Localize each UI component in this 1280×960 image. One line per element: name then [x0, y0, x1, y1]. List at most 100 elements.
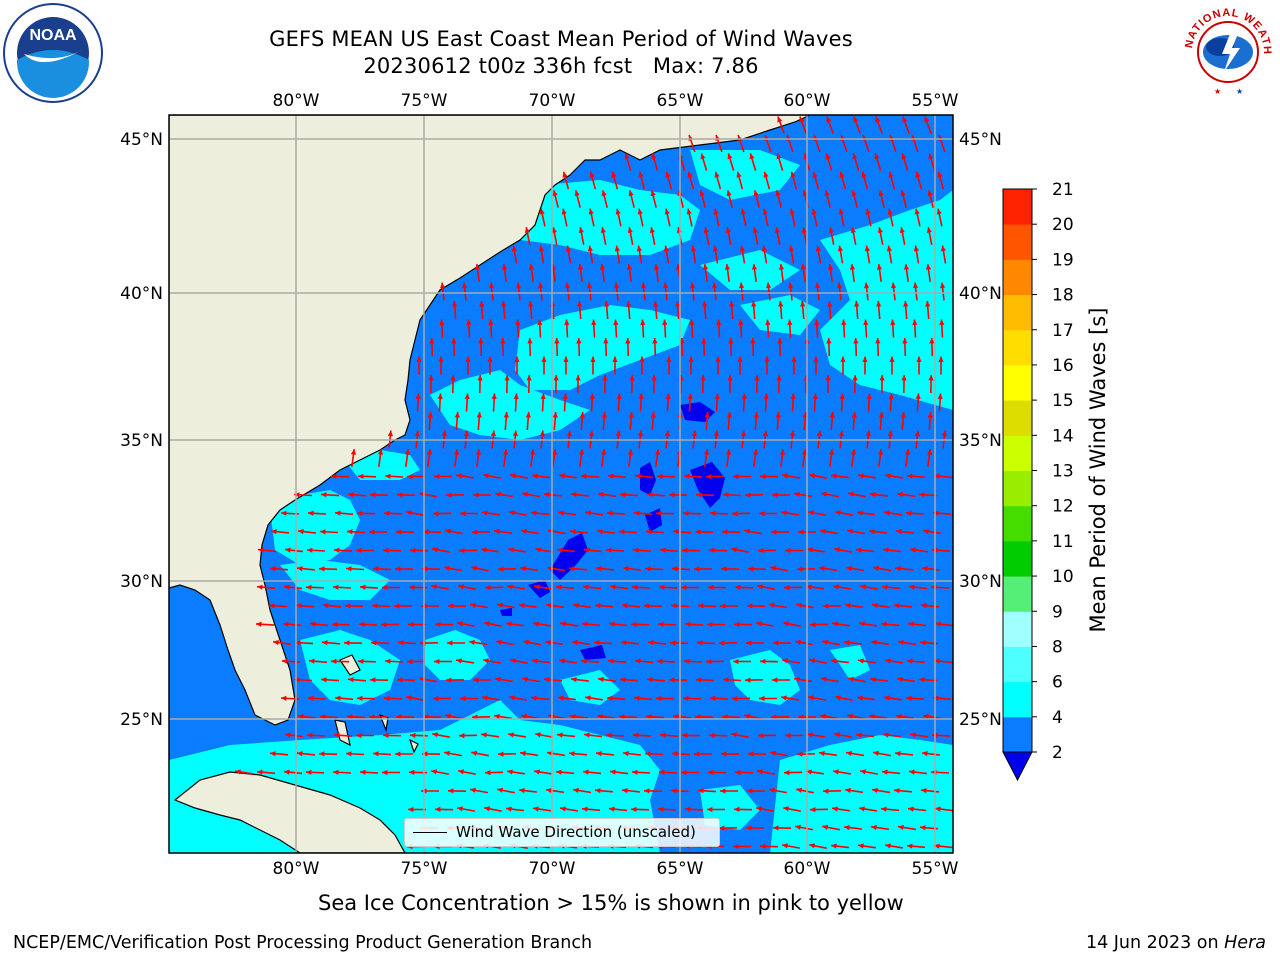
wave-direction-arrowhead — [684, 658, 690, 664]
wave-direction-arrowhead — [700, 153, 706, 160]
wave-direction-arrowhead — [631, 806, 637, 812]
wave-direction-arrowhead — [833, 584, 839, 590]
wave-direction-arrowhead — [871, 639, 877, 646]
lat-tick-right: 35°N — [959, 431, 1002, 451]
wave-direction-arrowhead — [604, 301, 610, 307]
wave-direction-arrowhead — [459, 548, 465, 554]
wave-direction-arrowhead — [859, 806, 865, 812]
wave-direction-arrowhead — [519, 603, 525, 609]
wave-direction-arrowhead — [686, 208, 692, 215]
wave-direction-arrowhead — [397, 492, 403, 498]
wave-direction-arrowhead — [870, 492, 876, 498]
wave-direction-arrowhead — [777, 116, 783, 123]
wave-direction-arrowhead — [383, 547, 389, 553]
wave-direction-arrowhead — [827, 264, 834, 270]
wave-direction-arrowhead — [647, 492, 653, 498]
wave-direction-arrowhead — [670, 640, 676, 646]
wave-direction-arrowhead — [791, 356, 797, 362]
wave-direction-arrowhead — [854, 301, 860, 307]
wave-direction-arrowhead — [615, 208, 621, 215]
wave-direction-arrowhead — [788, 282, 794, 289]
wave-direction-arrowhead — [740, 430, 746, 437]
wave-direction-arrowhead — [923, 713, 929, 720]
wave-direction-arrowhead — [895, 566, 901, 572]
wave-direction-arrowhead — [906, 695, 912, 701]
wave-direction-arrowhead — [620, 492, 626, 498]
wave-direction-arrowhead — [307, 732, 313, 738]
wave-direction-arrowhead — [724, 264, 731, 270]
wave-direction-arrowhead — [852, 153, 858, 160]
wave-direction-arrowhead — [458, 769, 464, 775]
wave-direction-arrowhead — [858, 473, 864, 479]
wave-direction-arrowhead — [577, 301, 583, 307]
wave-direction-arrowhead — [887, 208, 893, 215]
wave-direction-arrowhead — [778, 301, 784, 307]
wave-direction-arrowhead — [535, 732, 541, 738]
wave-direction-arrowhead — [889, 356, 895, 362]
wave-direction-arrowhead — [888, 393, 894, 399]
wave-direction-arrowhead — [761, 245, 767, 252]
lat-tick-right: 45°N — [959, 130, 1002, 150]
wave-direction-arrowhead — [528, 301, 534, 307]
wave-direction-arrowhead — [696, 677, 702, 683]
wave-direction-arrowhead — [853, 338, 859, 344]
wave-direction-arrowhead — [257, 769, 263, 775]
wave-direction-arrowhead — [581, 473, 587, 479]
wave-direction-arrowhead — [662, 319, 668, 326]
wave-direction-arrowhead — [688, 356, 694, 362]
wave-direction-arrowhead — [519, 788, 525, 794]
wave-direction-arrowhead — [639, 356, 645, 362]
wave-direction-arrowhead — [534, 769, 540, 775]
wave-direction-arrowhead — [522, 491, 528, 497]
wave-direction-arrowhead — [702, 301, 708, 307]
wave-direction-arrowhead — [470, 602, 476, 608]
wave-direction-arrowhead — [896, 714, 902, 720]
wave-direction-arrowhead — [281, 510, 287, 516]
wave-direction-arrowhead — [763, 171, 769, 178]
colorbar: 2 4 6 8 9 10 11 12 13 14 15 16 17 18 19 20 21 — [1002, 180, 1074, 782]
wave-direction-arrowhead — [537, 319, 543, 326]
wave-direction-arrowhead — [657, 658, 663, 664]
wave-direction-arrowhead — [847, 713, 853, 719]
wave-direction-arrowhead — [320, 714, 326, 720]
wave-direction-arrowhead — [831, 843, 837, 849]
lon-tick-top: 60°W — [784, 91, 831, 111]
wave-direction-arrowhead — [733, 843, 739, 850]
wave-direction-arrowhead — [273, 639, 279, 646]
wave-direction-arrowhead — [406, 695, 412, 701]
wave-direction-arrowhead — [348, 492, 354, 498]
wave-direction-arrowhead — [332, 621, 338, 627]
wave-direction-arrowhead — [762, 430, 768, 437]
wave-direction-arrowhead — [922, 566, 928, 572]
wave-direction-arrowhead — [902, 338, 908, 344]
wave-direction-arrowhead — [924, 116, 930, 123]
wave-direction-arrowhead — [745, 677, 751, 683]
wave-direction-arrowhead — [749, 153, 755, 160]
wave-direction-arrowhead — [491, 393, 497, 399]
lon-tick-top: 65°W — [657, 91, 704, 111]
colorbar-tick-label: 8 — [1052, 637, 1063, 657]
lon-tick-top: 70°W — [529, 91, 576, 111]
wave-direction-arrowhead — [691, 430, 697, 437]
lon-tick-bottom: 60°W — [784, 859, 831, 879]
wave-direction-arrowhead — [488, 319, 494, 326]
wave-direction-arrowhead — [800, 264, 807, 270]
wave-direction-arrowhead — [331, 658, 337, 664]
wave-direction-arrowhead — [671, 603, 677, 609]
wave-direction-arrowhead — [584, 547, 590, 553]
wave-direction-arrowhead — [828, 227, 834, 233]
wave-direction-arrowhead — [283, 621, 289, 627]
wave-direction-arrowhead — [747, 603, 753, 609]
wave-direction-arrowhead — [704, 412, 710, 418]
wave-direction-arrowhead — [896, 529, 902, 535]
wave-direction-arrowhead — [407, 474, 413, 480]
wave-direction-arrowhead — [508, 547, 514, 553]
wave-direction-arrowhead — [394, 603, 400, 609]
wave-direction-arrowhead — [722, 529, 728, 535]
wave-direction-arrowhead — [825, 153, 831, 160]
wave-direction-arrowhead — [934, 658, 940, 664]
wave-direction-arrowhead — [806, 584, 812, 590]
wave-direction-arrowhead — [794, 676, 800, 682]
wave-direction-arrowhead — [840, 356, 846, 362]
colorbar-tick-label: 10 — [1052, 567, 1074, 587]
